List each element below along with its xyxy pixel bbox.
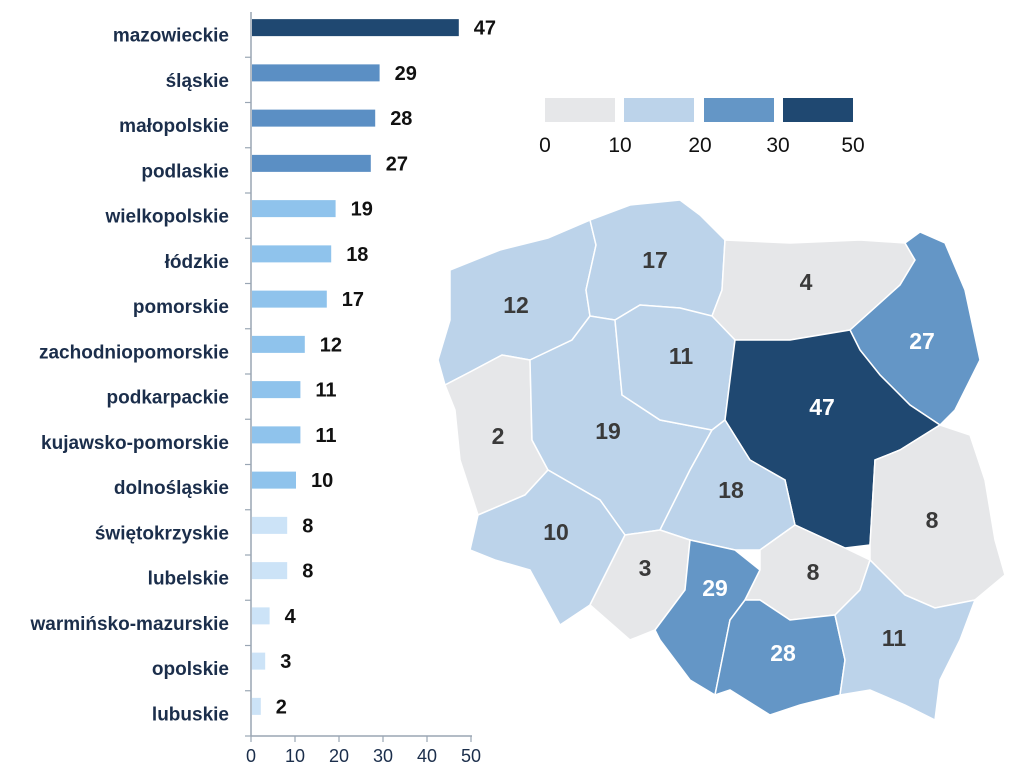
poland-map: 12 17 4 27 2 19 11 47 18 10 3 29 8 8 28 11: [437, 199, 1006, 722]
category-label: świętokrzyskie: [95, 523, 229, 544]
data-label: 18: [346, 244, 368, 266]
category-label: śląskie: [166, 71, 229, 92]
category-label: wielkopolskie: [104, 207, 229, 228]
x-tick-label: 50: [461, 746, 481, 766]
x-tick-label: 20: [329, 746, 349, 766]
bar: [252, 607, 270, 625]
data-label: 8: [302, 561, 313, 583]
legend-swatch: [783, 98, 853, 122]
map-value-label: 19: [595, 418, 621, 444]
data-label: 11: [315, 380, 336, 402]
map-value-label: 8: [807, 559, 820, 585]
map-value-label: 2: [492, 423, 505, 449]
map-value-label: 18: [718, 477, 744, 503]
bar: [252, 562, 288, 580]
map-value-label: 28: [770, 640, 796, 666]
legend-swatch: [624, 98, 694, 122]
data-label: 19: [351, 199, 373, 221]
bar: [252, 471, 296, 489]
data-label: 12: [320, 334, 342, 356]
category-label: kujawsko-pomorskie: [41, 433, 229, 454]
map-value-label: 11: [882, 625, 907, 651]
legend-label: 0: [539, 134, 551, 157]
map-legend: 0 10 20 30 50: [539, 98, 865, 157]
category-label: lubuskie: [152, 704, 229, 725]
data-label: 10: [311, 470, 333, 492]
map-region-malopolskie: [714, 599, 846, 716]
legend-label: 30: [766, 134, 789, 157]
map-value-label: 29: [702, 575, 728, 601]
data-label: 2: [276, 696, 287, 718]
bar: [252, 109, 376, 127]
bar: [252, 290, 327, 308]
category-label: warmińsko-mazurskie: [29, 614, 229, 635]
category-label: małopolskie: [119, 116, 229, 137]
x-tick-label: 10: [285, 746, 305, 766]
bar: [252, 19, 459, 37]
category-label: dolnośląskie: [114, 478, 229, 499]
data-label: 29: [395, 63, 417, 85]
category-label: lubelskie: [148, 569, 229, 590]
bar: [252, 335, 305, 353]
map-value-label: 4: [800, 269, 813, 295]
map-region-podkarpackie: [834, 558, 977, 722]
bar: [252, 381, 301, 399]
map-value-label: 3: [639, 555, 652, 581]
data-label: 28: [390, 108, 412, 130]
legend-swatch: [545, 98, 615, 122]
x-tick-label: 40: [417, 746, 437, 766]
data-label: 4: [285, 606, 297, 628]
legend-label: 50: [841, 134, 864, 157]
bar: [252, 426, 301, 444]
map-value-label: 17: [642, 247, 668, 273]
bar: [252, 652, 266, 670]
map-value-label: 10: [543, 519, 569, 545]
data-label: 3: [280, 651, 291, 673]
category-label: zachodniopomorskie: [39, 342, 229, 363]
category-label: opolskie: [152, 659, 229, 680]
map-value-label: 12: [503, 292, 529, 318]
data-label: 17: [342, 289, 364, 311]
legend-label: 10: [608, 134, 631, 157]
category-label: pomorskie: [133, 297, 229, 318]
x-tick-label: 0: [246, 746, 256, 766]
bar: [252, 516, 288, 534]
bar: [252, 697, 261, 715]
data-label: 11: [315, 425, 336, 447]
bar: [252, 245, 332, 263]
bar: [252, 64, 380, 82]
map-value-label: 27: [909, 328, 935, 354]
legend-swatch: [704, 98, 774, 122]
category-label: podlaskie: [141, 161, 229, 182]
bar: [252, 200, 336, 218]
category-label: łódzkie: [165, 252, 229, 273]
x-tick-label: 30: [373, 746, 393, 766]
legend-label: 20: [688, 134, 711, 157]
bar: [252, 154, 371, 172]
map-value-label: 8: [926, 507, 939, 533]
data-label: 8: [302, 515, 313, 537]
category-label: mazowieckie: [113, 26, 229, 47]
data-label: 27: [386, 153, 408, 175]
data-label: 47: [474, 18, 496, 40]
map-value-label: 47: [809, 394, 835, 420]
category-label: podkarpackie: [107, 388, 230, 409]
map-value-label: 11: [669, 343, 694, 369]
